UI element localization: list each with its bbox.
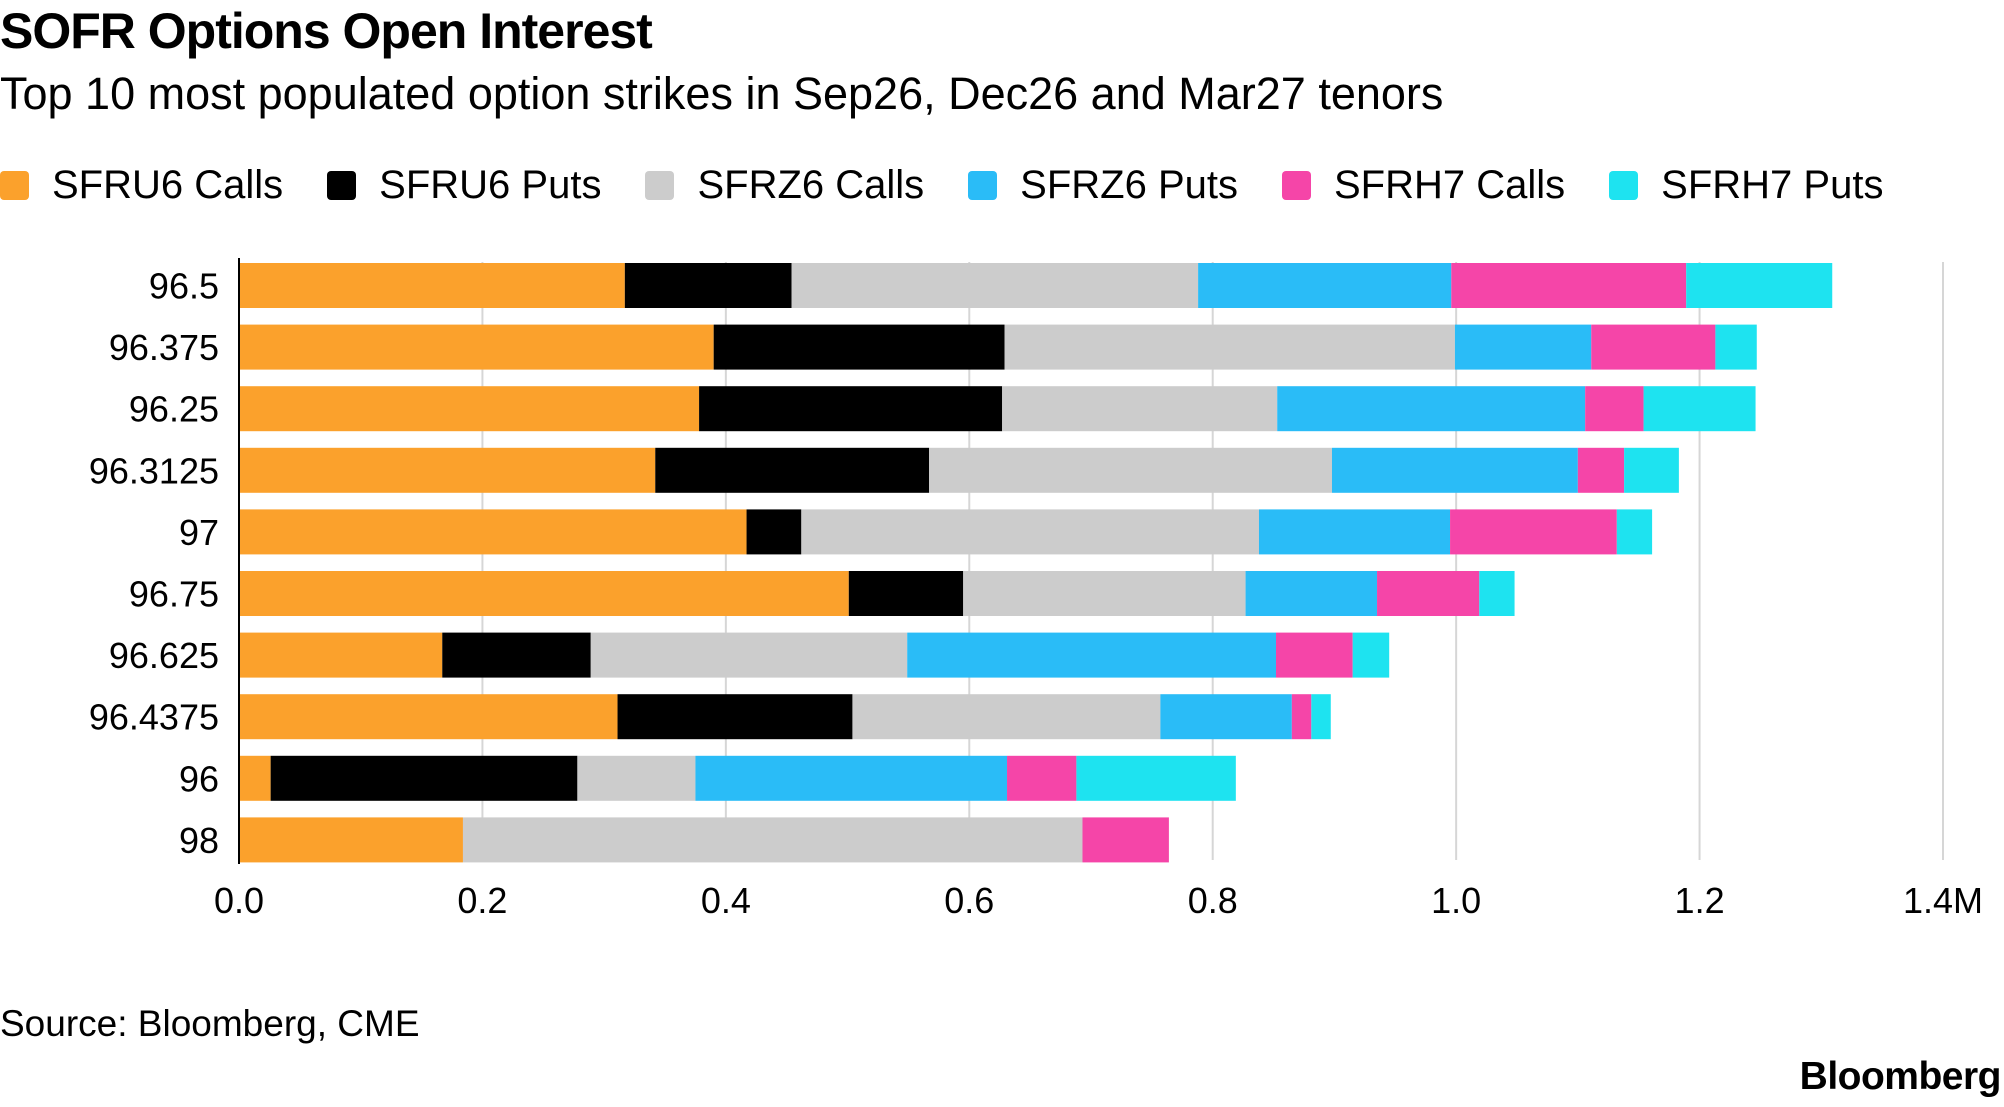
bar-96-4375-sfrh7-puts [1311,694,1331,740]
legend-item-sfrh7-puts: SFRH7 Puts [1609,163,1883,208]
bar-96-5-sfrz6-calls [791,263,1199,308]
bar-97-sfrh7-puts [1616,509,1653,555]
bar-96-25-sfrh7-calls [1585,386,1644,432]
bar-96-375-sfru6-calls [239,324,714,370]
bar-96-375-sfrh7-calls [1591,324,1716,370]
legend-label-sfrh7-puts: SFRH7 Puts [1661,162,1884,207]
bar-96-25-sfrz6-calls [1002,386,1278,432]
bar-96-625-sfru6-calls [239,632,443,678]
bar-96-75-sfrh7-puts [1479,571,1515,616]
x-tick-label-1-2: 1.2 [1675,880,1725,921]
bar-96-5-sfrh7-calls [1451,263,1687,308]
legend-item-sfrh7-calls: SFRH7 Calls [1282,163,1565,208]
category-label-96-75: 96.75 [129,574,219,615]
category-label-98: 98 [179,820,219,861]
bar-96-sfru6-puts [270,755,578,801]
legend-swatch-sfru6-puts [327,170,357,200]
bar-96-75-sfru6-puts [848,571,964,616]
bar-96-4375-sfru6-puts [617,694,853,740]
x-tick-label-1-4m: 1.4M [1903,880,1983,921]
legend-label-sfrz6-puts: SFRZ6 Puts [1020,162,1238,207]
category-label-97: 97 [179,512,219,553]
x-tick-label-0-6: 0.6 [944,880,994,921]
x-tick-label-1-0: 1.0 [1431,880,1481,921]
bar-96-375-sfrz6-puts [1454,324,1592,370]
x-tick-label-0-8: 0.8 [1188,880,1238,921]
bar-96-5-sfru6-puts [624,263,792,308]
bar-96-75-sfrz6-puts [1245,571,1378,616]
bar-96-sfrh7-calls [1007,755,1077,801]
bar-96-75-sfrh7-calls [1377,571,1480,616]
legend-item-sfrz6-puts: SFRZ6 Puts [968,163,1238,208]
legend-swatch-sfrz6-calls [645,170,675,200]
legend-swatch-sfru6-calls [0,170,29,200]
category-label-96-25: 96.25 [129,389,219,430]
bar-98-sfru6-calls [239,817,463,863]
bar-96-25-sfru6-calls [239,386,700,432]
bar-96-sfrz6-puts [695,755,1008,801]
legend: SFRU6 Calls SFRU6 Puts SFRZ6 Calls SFRZ6… [0,160,1883,210]
bar-97-sfru6-puts [746,509,802,555]
bar-96-625-sfrh7-puts [1352,632,1390,678]
bar-96-4375-sfrz6-puts [1160,694,1292,740]
chart-subtitle: Top 10 most populated option strikes in … [0,68,1444,119]
bar-96-sfrz6-calls [577,755,696,801]
x-tick-label-0-0: 0.0 [214,880,264,921]
bar-96-625-sfrz6-calls [590,632,908,678]
x-tick-label-0-4: 0.4 [701,880,751,921]
legend-item-sfru6-calls: SFRU6 Calls [0,163,283,208]
bar-96-5-sfrh7-puts [1686,263,1833,308]
category-label-96-375: 96.375 [109,327,219,368]
bar-96-25-sfrz6-puts [1277,386,1586,432]
bar-96-4375-sfru6-calls [239,694,618,740]
bar-96-625-sfrh7-calls [1276,632,1353,678]
legend-item-sfrz6-calls: SFRZ6 Calls [645,163,924,208]
bar-96-625-sfru6-puts [442,632,591,678]
legend-label-sfrh7-calls: SFRH7 Calls [1334,162,1566,207]
legend-label-sfru6-calls: SFRU6 Calls [52,162,284,207]
bar-97-sfrz6-puts [1258,509,1451,555]
bar-97-sfrh7-calls [1450,509,1617,555]
bar-96-3125-sfrh7-puts [1624,447,1679,493]
bar-96-375-sfru6-puts [713,324,1005,370]
bar-96-sfrh7-puts [1076,755,1236,801]
bar-96-75-sfru6-calls [239,571,849,616]
bar-97-sfrz6-calls [801,509,1259,555]
source-note: Source: Bloomberg, CME [0,1003,420,1044]
bar-96-75-sfrz6-calls [963,571,1246,616]
legend-label-sfrz6-calls: SFRZ6 Calls [697,162,925,207]
bar-96-4375-sfrz6-calls [852,694,1161,740]
bar-96-375-sfrh7-puts [1715,324,1757,370]
category-label-96-3125: 96.3125 [89,450,219,491]
legend-item-sfru6-puts: SFRU6 Puts [327,163,601,208]
bar-96-5-sfrz6-puts [1198,263,1452,308]
bar-96-3125-sfrh7-calls [1577,447,1625,493]
bar-96-625-sfrz6-puts [907,632,1277,678]
bar-chart: 96.5 96.375 96.25 96.3125 97 96.75 96.625 96.43… [89,258,1983,921]
legend-swatch-sfrh7-calls [1282,170,1311,200]
bar-96-25-sfru6-puts [699,386,1003,432]
chart-title: SOFR Options Open Interest [0,3,653,59]
bar-96-25-sfrh7-puts [1643,386,1756,432]
legend-label-sfru6-puts: SFRU6 Puts [379,162,602,207]
legend-swatch-sfrz6-puts [968,170,998,200]
bar-96-sfru6-calls [239,755,271,801]
bar-96-375-sfrz6-calls [1004,324,1455,370]
bar-98-sfrz6-calls [462,817,1083,863]
x-tick-label-0-2: 0.2 [457,880,507,921]
bar-97-sfru6-calls [239,509,747,555]
bar-96-3125-sfru6-puts [655,447,930,493]
category-label-96-625: 96.625 [109,635,219,676]
bar-96-3125-sfrz6-puts [1331,447,1578,493]
bar-96-4375-sfrh7-calls [1291,694,1312,740]
category-label-96: 96 [179,758,219,799]
bar-96-3125-sfru6-calls [239,447,656,493]
bar-96-5-sfru6-calls [239,263,625,308]
bloomberg-logo: Bloomberg [1799,1055,2002,1098]
bar-98-sfrh7-calls [1082,817,1169,863]
legend-swatch-sfrh7-puts [1609,170,1639,200]
category-label-96-5: 96.5 [149,266,219,307]
bar-96-3125-sfrz6-calls [929,447,1332,493]
category-label-96-4375: 96.4375 [89,697,219,738]
